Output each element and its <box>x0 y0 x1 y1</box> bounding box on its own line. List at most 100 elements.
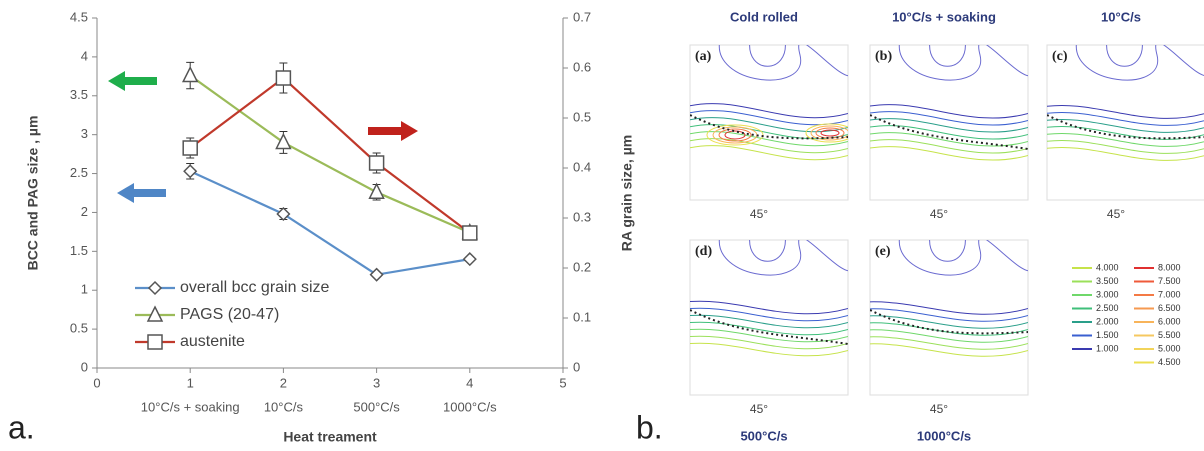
angle-label: 45° <box>750 402 768 416</box>
contour-line <box>690 321 848 336</box>
contour-line <box>870 336 1028 350</box>
contour-line <box>870 111 1028 126</box>
contour-line <box>718 240 848 276</box>
x-axis-title: Heat treament <box>283 429 377 445</box>
legend-label: 3.000 <box>1096 289 1119 299</box>
y2-tick-label: 0.2 <box>573 259 591 274</box>
legend-label: 4.500 <box>1158 357 1181 367</box>
contour-line <box>1047 125 1204 140</box>
x-tick-label: 2 <box>280 375 287 390</box>
panel-title: 1000°C/s <box>917 428 971 443</box>
contour-line <box>870 301 1028 315</box>
y-tick-label: 0.5 <box>70 321 88 336</box>
arrow <box>117 183 166 203</box>
panel-label: a. <box>8 409 35 445</box>
y2-tick-label: 0.1 <box>573 309 591 324</box>
panel-tag: (d) <box>695 244 712 259</box>
panel-title: Cold rolled <box>730 9 798 24</box>
x-tick-label: 4 <box>466 375 473 390</box>
category-label: 500°C/s <box>353 399 400 414</box>
y-tick-label: 1 <box>81 282 88 297</box>
legend-label: 6.500 <box>1158 303 1181 313</box>
contour-line <box>898 240 1028 276</box>
legend-label: 1.500 <box>1096 330 1119 340</box>
marker <box>368 182 385 199</box>
y-tick-label: 3.5 <box>70 87 88 102</box>
contour-line <box>690 145 848 161</box>
contour-hot <box>815 127 845 139</box>
y-tick-label: 2.5 <box>70 165 88 180</box>
contour-line <box>870 139 1028 154</box>
category-label: 10°C/s <box>264 399 304 414</box>
contour-panel <box>689 44 849 201</box>
angle-label: 45° <box>1107 207 1125 221</box>
panel-tag: (b) <box>875 49 892 64</box>
contour-line <box>870 125 1028 140</box>
panel-tag: (e) <box>875 244 891 259</box>
legend-label: 5.000 <box>1158 343 1181 353</box>
legend-label: 7.000 <box>1158 289 1181 299</box>
legend-label: austenite <box>180 333 245 350</box>
marker <box>182 140 198 156</box>
marker <box>181 65 199 83</box>
marker <box>183 164 198 179</box>
legend-label: 1.000 <box>1096 343 1119 353</box>
contour-hot <box>805 123 848 143</box>
contour-line <box>870 146 1028 161</box>
contour-panel <box>869 239 1029 396</box>
contour-line <box>718 45 848 81</box>
contour-line <box>1047 118 1204 133</box>
angle-label: 45° <box>930 402 948 416</box>
y-tick-label: 1.5 <box>70 243 88 258</box>
marker <box>369 267 384 282</box>
category-label: 10°C/s + soaking <box>141 399 240 414</box>
contour-line <box>898 45 1028 81</box>
contour-line <box>870 132 1028 147</box>
contour-line <box>870 322 1028 336</box>
contour-group <box>1047 45 1204 161</box>
contour-group <box>870 240 1028 357</box>
legend-marker <box>147 334 163 350</box>
y2-tick-label: 0.3 <box>573 209 591 224</box>
contour-group <box>870 45 1028 161</box>
y2-axis-title: RA grain size, µm <box>619 135 635 251</box>
series-line <box>189 74 471 234</box>
y-tick-label: 4 <box>81 48 88 63</box>
x-tick-label: 1 <box>187 375 194 390</box>
marker <box>276 206 291 222</box>
panel-title: 10°C/s <box>1101 9 1141 24</box>
y-tick-label: 2 <box>81 204 88 219</box>
y-axis-title: BCC and PAG size , µm <box>25 116 41 271</box>
contour-line <box>690 335 848 350</box>
contour-line <box>870 329 1028 343</box>
contour-line <box>1106 45 1143 67</box>
arrow <box>368 121 418 141</box>
contour-line <box>690 103 848 119</box>
contour-line <box>1075 45 1204 81</box>
contour-line <box>870 118 1028 133</box>
contour-line <box>1047 111 1204 126</box>
contour-hot <box>810 125 848 141</box>
contour-line <box>1047 139 1204 154</box>
contour-line <box>929 240 966 262</box>
arrow <box>108 71 157 91</box>
series-line <box>189 76 471 234</box>
legend-label: 2.500 <box>1096 303 1119 313</box>
x-tick-label: 0 <box>93 375 100 390</box>
contour-line <box>690 300 848 315</box>
contour-line <box>870 104 1028 119</box>
contour-line <box>870 308 1028 322</box>
x-tick-label: 3 <box>373 375 380 390</box>
legend-label: 8.000 <box>1158 262 1181 272</box>
legend-marker <box>147 280 163 296</box>
contour-hot <box>724 130 746 140</box>
contour-line <box>929 45 966 67</box>
contour-line <box>690 131 848 147</box>
marker <box>368 155 385 171</box>
legend-label: 5.500 <box>1158 330 1181 340</box>
y2-tick-label: 0.4 <box>573 159 591 174</box>
marker <box>462 225 478 241</box>
y-tick-label: 4.5 <box>70 9 88 24</box>
legend-label: 2.000 <box>1096 316 1119 326</box>
